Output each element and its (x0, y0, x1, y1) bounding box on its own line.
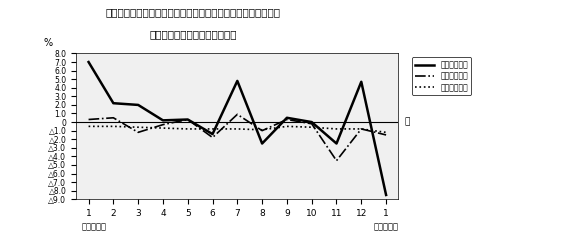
Text: 平成２１年: 平成２１年 (373, 222, 398, 231)
Legend: 現金給与総額, 総実労働時間, 常用雇用指数: 現金給与総額, 総実労働時間, 常用雇用指数 (412, 57, 471, 95)
Text: （規横５人以上　調査産業計）: （規横５人以上 調査産業計） (149, 29, 237, 39)
Text: 平成２０年: 平成２０年 (82, 222, 107, 231)
Text: %: % (44, 38, 53, 48)
Text: 第４図　　賃金、労働時間、常用雇用指数対前年同月比の推移: 第４図 賃金、労働時間、常用雇用指数対前年同月比の推移 (106, 7, 281, 17)
Text: 月: 月 (404, 118, 410, 127)
